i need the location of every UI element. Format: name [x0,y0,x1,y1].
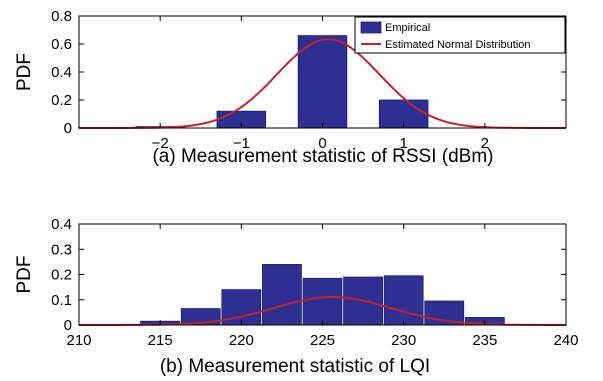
x-tick-label: 0 [318,135,326,152]
bar [302,277,343,326]
x-tick-label: 210 [66,332,91,349]
bar [262,263,302,326]
bar [383,275,424,326]
x-tick-label: 230 [391,332,416,349]
y-tick-label: 0.4 [51,64,72,81]
y-tick-label: 0.4 [51,216,72,233]
legend: Empirical Estimated Normal Distribution [354,16,566,54]
chart-caption: (a) Measurement statistic of RSSI (dBm) [152,146,493,167]
y-tick-label: 0.2 [51,92,72,109]
x-tick-label: 240 [553,332,578,349]
x-tick-label: −2 [152,135,169,152]
x-tick-label: 215 [148,332,173,349]
y-tick-label: 0 [64,317,72,334]
x-tick-label: −1 [233,135,250,152]
y-tick-label: 0.3 [51,241,72,258]
y-tick-label: 0.8 [51,8,72,25]
y-axis-label: PDF [14,53,35,91]
x-tick-label: 1 [399,135,407,152]
legend-label-empirical: Empirical [385,22,430,34]
y-tick-label: 0.1 [51,292,72,309]
y-tick-label: 0.6 [51,36,72,53]
chart-lqi: 210 215 220 225 230 235 240 0 0.1 0.2 0.3 0.4 PDF (b)… [14,216,579,377]
legend-swatch-bar [360,21,382,34]
chart-rssi: −2 −1 0 1 2 0 0.2 0.4 0.6 0.8 PDF (a) Measurement s… [14,8,567,167]
x-tick-label: 2 [481,135,489,152]
chart-caption: (b) Measurement statistic of LQI [160,356,430,377]
y-tick-label: 0.2 [51,267,72,284]
y-axis-label: PDF [14,256,35,294]
legend-label-normal: Estimated Normal Distribution [385,39,531,51]
legend-box [354,16,566,54]
x-tick-label: 235 [472,332,497,349]
x-tick-label: 225 [310,332,335,349]
bar [297,35,348,129]
y-tick-label: 0 [64,120,72,137]
x-tick-label: 220 [229,332,254,349]
